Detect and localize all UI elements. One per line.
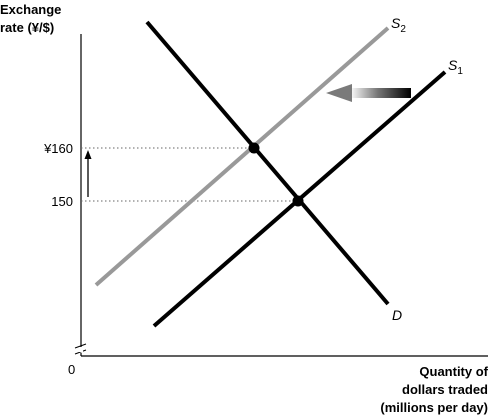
y-tick-label-150: 150 [51,194,73,209]
supply-curve-s2 [94,26,390,287]
demand-curve [145,20,390,306]
price-increase-arrow-icon [84,150,92,197]
axis-break-icon [74,343,87,355]
y-tick-label-160: ¥160 [43,141,73,156]
curve-label-s2: S2 [391,15,406,35]
origin-label: 0 [68,362,75,377]
curve-label-s2-sub: 2 [400,24,406,35]
equilibrium-point-s1-d [292,195,304,207]
equilibrium-point-s2-d [248,142,260,154]
supply-shift-arrow-icon [326,84,411,102]
curve-label-s1-main: S [448,57,458,73]
x-axis-title-line-3: (millions per day) [380,400,488,415]
curve-label-s1-sub: 1 [457,66,463,77]
curve-label-s2-main: S [391,15,401,31]
x-axis-title-line-1: Quantity of [419,364,488,379]
curve-label-s1: S1 [448,57,463,77]
curve-label-d: D [392,307,402,323]
x-axis-title-line-2: dollars traded [402,382,488,397]
y-axis-title-line-2: rate (¥/$) [0,20,54,35]
y-axis-title-line-1: Exchange [0,2,61,17]
